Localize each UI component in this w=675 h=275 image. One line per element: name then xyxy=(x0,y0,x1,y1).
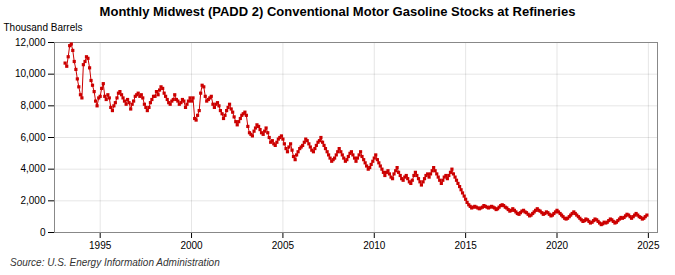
svg-text:8,000: 8,000 xyxy=(20,100,45,111)
svg-text:2015: 2015 xyxy=(455,240,478,251)
html-text:Monthly Midwest (PADD 2) Conve: Monthly Midwest (PADD 2) Conventional Mo… xyxy=(99,4,576,19)
html-text:Source: U.S. Energy Informatio: Source: U.S. Energy Information Administ… xyxy=(10,257,220,268)
svg-text:2005: 2005 xyxy=(272,240,295,251)
svg-text:1995: 1995 xyxy=(89,240,112,251)
svg-text:2025: 2025 xyxy=(637,240,660,251)
svg-text:0: 0 xyxy=(40,227,46,238)
svg-text:6,000: 6,000 xyxy=(20,132,45,143)
svg-text:12,000: 12,000 xyxy=(15,37,46,48)
svg-text:2020: 2020 xyxy=(546,240,569,251)
svg-text:10,000: 10,000 xyxy=(15,68,46,79)
svg-text:4,000: 4,000 xyxy=(20,163,45,174)
svg-text:2,000: 2,000 xyxy=(20,195,45,206)
svg-text:Thousand Barrels: Thousand Barrels xyxy=(4,22,83,33)
svg-text:2010: 2010 xyxy=(363,240,386,251)
svg-text:2000: 2000 xyxy=(180,240,203,251)
